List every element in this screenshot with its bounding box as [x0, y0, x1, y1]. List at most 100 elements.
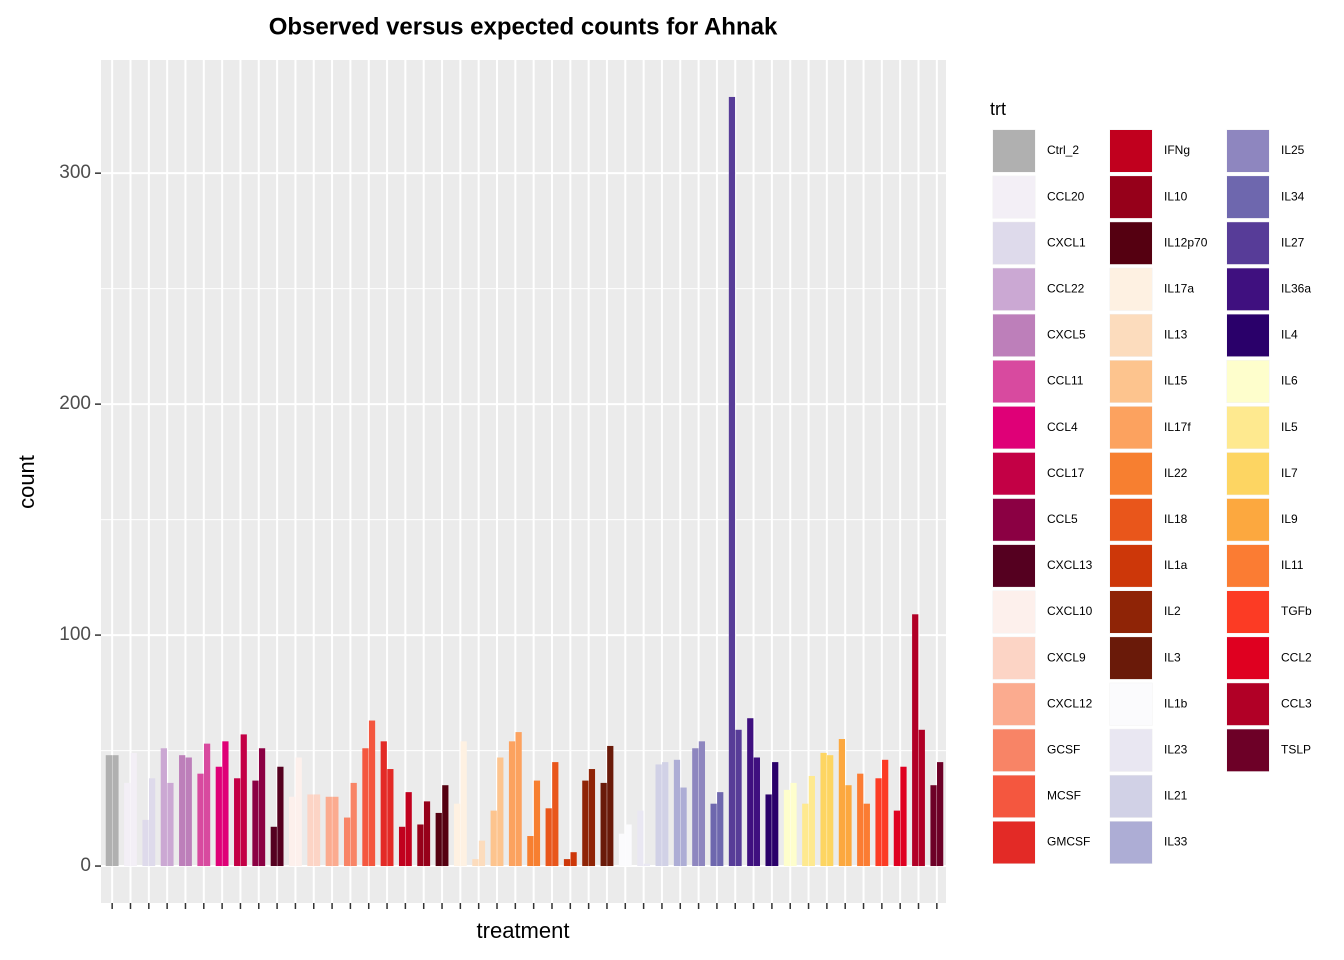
bar: [270, 826, 277, 867]
bar: [490, 810, 497, 867]
bar: [350, 782, 357, 867]
legend-swatch: [1110, 775, 1152, 818]
legend-label: IL1a: [1164, 558, 1188, 572]
bar: [747, 718, 754, 867]
bar: [600, 782, 607, 867]
legend-label: IL34: [1281, 189, 1305, 203]
legend-swatch: [993, 544, 1035, 587]
bar: [442, 785, 449, 867]
legend-label: Ctrl_2: [1047, 143, 1079, 157]
bar: [643, 863, 651, 867]
legend-label: IL21: [1164, 789, 1188, 803]
bar: [582, 780, 589, 867]
bar: [148, 778, 156, 867]
legend-swatch: [1227, 452, 1269, 495]
legend-label: GMCSF: [1047, 835, 1090, 849]
legend-swatch: [1227, 222, 1269, 265]
bar: [772, 762, 779, 867]
legend-title: trt: [990, 99, 1006, 119]
legend-label: IL6: [1281, 374, 1298, 388]
legend-label: TGFb: [1281, 604, 1312, 618]
bar: [618, 833, 626, 867]
legend-label: IL33: [1164, 835, 1188, 849]
legend-swatch: [993, 130, 1035, 172]
bar: [728, 96, 736, 867]
legend-swatch: [993, 360, 1035, 403]
bar: [435, 812, 442, 867]
bar: [405, 792, 412, 867]
legend-swatch: [1110, 544, 1152, 587]
legend-label: IL5: [1281, 420, 1298, 434]
bar: [478, 840, 486, 867]
bar: [662, 762, 669, 867]
legend-label: IL36a: [1281, 281, 1311, 295]
legend-label: CCL20: [1047, 189, 1085, 203]
y-tick-label: 100: [59, 624, 91, 645]
chart-title: Observed versus expected counts for Ahna…: [269, 13, 778, 40]
bar: [930, 785, 937, 867]
legend-swatch: [993, 591, 1035, 633]
legend-label: CCL3: [1281, 696, 1312, 710]
bar: [808, 775, 815, 867]
bar: [130, 752, 137, 867]
legend-label: CCL4: [1047, 420, 1078, 434]
bar: [680, 787, 687, 867]
bar: [124, 782, 131, 867]
bar: [875, 778, 882, 867]
bar: [343, 817, 351, 867]
legend-label: MCSF: [1047, 789, 1081, 803]
legend-label: IL11: [1281, 558, 1304, 572]
bar: [893, 810, 901, 867]
bar: [552, 762, 559, 867]
legend-label: IL23: [1164, 742, 1188, 756]
legend-swatch: [1110, 176, 1152, 219]
bar: [167, 782, 174, 867]
bar: [765, 794, 772, 867]
bar: [222, 741, 229, 867]
bar: [655, 764, 662, 867]
legend-swatch: [1110, 130, 1152, 172]
bar: [197, 773, 204, 867]
bar: [912, 614, 919, 867]
legend-label: CCL17: [1047, 466, 1085, 480]
legend-swatch: [1227, 729, 1269, 772]
bar: [588, 769, 596, 867]
bar: [380, 741, 387, 867]
legend-swatch: [1110, 268, 1152, 311]
legend-swatch: [993, 452, 1035, 495]
bar: [857, 773, 864, 867]
legend-swatch: [993, 683, 1035, 726]
legend-label: CCL22: [1047, 281, 1085, 295]
legend-label: CCL2: [1281, 650, 1312, 664]
legend-label: IL22: [1164, 466, 1188, 480]
legend-swatch: [1227, 406, 1269, 449]
legend-label: IL7: [1281, 466, 1298, 480]
legend-label: CCL5: [1047, 512, 1078, 526]
legend-swatch: [1110, 498, 1152, 541]
legend-label: CXCL10: [1047, 604, 1093, 618]
legend-label: IL2: [1164, 604, 1181, 618]
bar: [918, 729, 925, 867]
bar: [160, 748, 167, 867]
x-axis-label: treatment: [477, 918, 570, 943]
bar: [112, 755, 119, 867]
bar: [527, 836, 534, 867]
bar: [203, 743, 211, 867]
bar: [307, 794, 314, 867]
legend-label: TSLP: [1281, 742, 1311, 756]
legend-label: CXCL5: [1047, 328, 1086, 342]
legend-label: IL10: [1164, 189, 1188, 203]
bar: [240, 734, 247, 867]
bar: [472, 859, 479, 867]
legend-swatch: [993, 729, 1035, 772]
bar: [295, 757, 302, 867]
bar: [387, 769, 394, 867]
bar: [838, 739, 846, 867]
bar: [753, 757, 760, 867]
y-tick-label: 200: [59, 393, 91, 414]
bar: [398, 826, 406, 867]
bar: [790, 782, 797, 867]
bar: [460, 741, 467, 867]
legend-label: IL17a: [1164, 281, 1194, 295]
bar: [417, 824, 424, 867]
